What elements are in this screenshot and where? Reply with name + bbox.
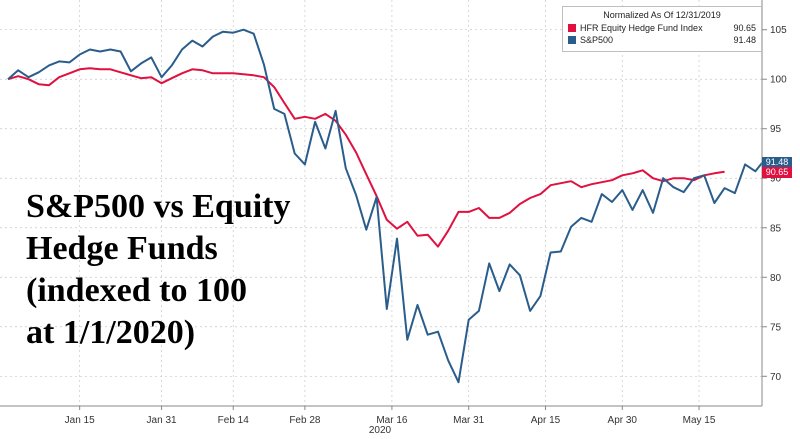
x-axis: Jan 15 Jan 31 Feb 14 Feb 28 Mar 16 Mar 31 Apr … (65, 406, 716, 426)
x-tick-label-5: Mar 31 (453, 415, 485, 426)
x-tick-label-3: Feb 28 (289, 415, 321, 426)
end-tag-sp500: 91.48 (762, 157, 792, 168)
legend-title: Normalized As Of 12/31/2019 (603, 10, 721, 20)
legend-label-sp500: S&P500 (580, 35, 614, 45)
y-tick-label-4: 90 (770, 174, 782, 185)
legend-item-sp500: S&P500 91.48 (568, 34, 756, 46)
x-tick-label-1: Jan 31 (147, 415, 177, 426)
legend-label-hfr: HFR Equity Hedge Fund Index (580, 23, 703, 33)
x-tick-label-8: May 15 (683, 415, 716, 426)
legend: Normalized As Of 12/31/2019 HFR Equity H… (562, 6, 762, 52)
y-tick-label-6: 100 (770, 75, 787, 86)
x-tick-label-7: Apr 30 (608, 415, 638, 426)
gridlines (0, 0, 762, 406)
y-axis: 70 75 80 85 90 95 100 105 (762, 25, 787, 383)
overlay-title: S&P500 vs Equity Hedge Funds (indexed to… (26, 188, 291, 351)
legend-swatch-hfr (568, 24, 576, 32)
y-tick-label-0: 70 (770, 372, 782, 383)
y-tick-label-7: 105 (770, 25, 787, 36)
y-tick-label-2: 80 (770, 273, 782, 284)
legend-value-sp500: 91.48 (733, 35, 756, 45)
series-line-sp500 (7, 28, 787, 384)
year-label: 2020 (369, 425, 392, 436)
x-tick-label-0: Jan 15 (65, 415, 95, 426)
legend-swatch-sp500 (568, 36, 576, 44)
y-tick-label-3: 85 (770, 223, 782, 234)
x-tick-label-6: Apr 15 (531, 415, 561, 426)
y-tick-label-5: 95 (770, 124, 782, 135)
series-line-hfr (7, 67, 725, 248)
legend-item-hfr: HFR Equity Hedge Fund Index 90.65 (568, 22, 756, 34)
x-tick-label-2: Feb 14 (218, 415, 250, 426)
series-lines (7, 28, 787, 384)
end-tag-hfr: 90.65 (762, 167, 792, 178)
y-tick-label-1: 75 (770, 322, 782, 333)
x-tick-label-4: Mar 16 (376, 415, 408, 426)
legend-value-hfr: 90.65 (733, 23, 756, 33)
